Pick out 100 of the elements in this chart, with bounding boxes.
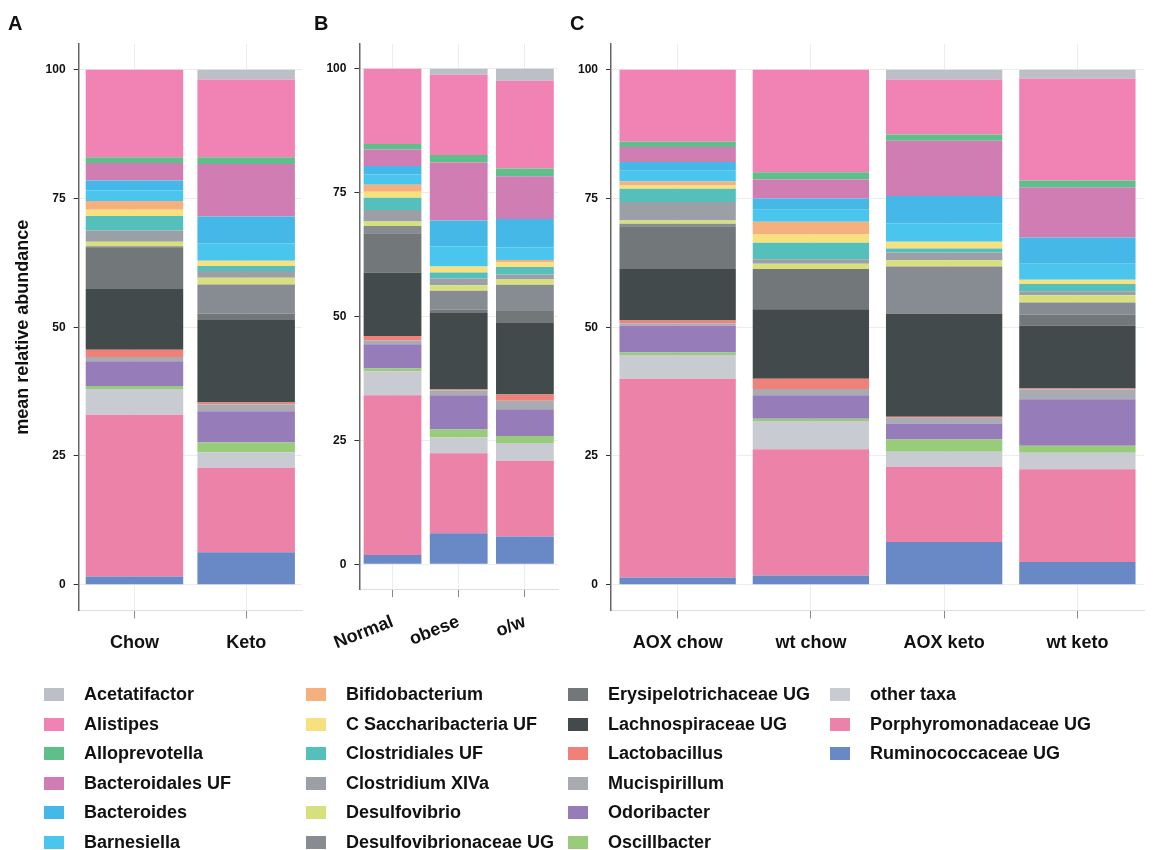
bar	[885, 252, 1003, 261]
bar	[363, 395, 422, 555]
bar	[496, 262, 554, 268]
bar	[752, 234, 870, 243]
bar	[752, 395, 870, 419]
legend-label: Alloprevotella	[84, 743, 204, 765]
bar	[197, 442, 295, 453]
bar	[619, 69, 736, 142]
bar	[885, 439, 1003, 452]
y-tick-label: 0	[58, 576, 66, 591]
bar	[619, 325, 736, 353]
bar	[1019, 445, 1136, 453]
bar	[429, 437, 488, 454]
bar	[85, 190, 184, 202]
bar	[885, 79, 1003, 135]
bar	[363, 371, 422, 396]
bar	[197, 243, 295, 261]
bar	[496, 400, 554, 410]
bar	[85, 289, 184, 350]
bar	[752, 69, 870, 173]
bar	[363, 225, 422, 234]
chart-title: C	[570, 11, 585, 34]
bar	[363, 197, 422, 211]
y-tick-label: 100	[577, 62, 599, 77]
bar	[496, 80, 554, 169]
bar	[752, 388, 870, 396]
bar	[1019, 283, 1136, 292]
y-axis-title: mean relative abundance	[11, 219, 32, 435]
bar	[85, 385, 184, 389]
bar	[429, 313, 488, 390]
bar	[197, 163, 295, 217]
bar	[1019, 237, 1136, 264]
bar	[496, 409, 554, 437]
bar	[363, 149, 422, 166]
bar	[85, 157, 184, 163]
bar	[496, 218, 554, 248]
bar	[363, 344, 422, 369]
bar	[619, 188, 736, 203]
bar	[197, 404, 295, 412]
chart-title: B	[314, 11, 329, 34]
bar	[496, 460, 554, 537]
bar	[885, 248, 1003, 253]
legend-label: Lactobacillus	[608, 743, 724, 765]
bar	[429, 68, 488, 75]
bar	[85, 215, 184, 231]
bar	[752, 198, 870, 210]
bar	[1019, 562, 1136, 585]
bar	[429, 533, 488, 564]
x-tick-label: Keto	[226, 632, 267, 653]
bar	[496, 323, 554, 395]
legend-label: Lachnospiraceae UG	[608, 713, 788, 735]
bar	[619, 269, 736, 321]
bar	[1019, 279, 1136, 284]
bar	[363, 368, 422, 372]
bar	[197, 277, 295, 285]
bar	[752, 378, 870, 389]
legend-label: Alistipes	[84, 713, 160, 735]
bar	[363, 165, 422, 175]
y-tick-label: 75	[333, 184, 347, 199]
bar	[619, 378, 736, 578]
bar	[1019, 78, 1136, 181]
y-tick-label: 100	[45, 62, 66, 77]
bar	[1019, 263, 1136, 280]
bar	[197, 260, 295, 266]
bar	[496, 311, 554, 324]
bar	[197, 411, 295, 443]
bar	[752, 179, 870, 199]
bar	[1019, 399, 1136, 446]
bar	[619, 185, 736, 189]
bar	[885, 260, 1003, 267]
x-tick-label: AOX keto	[903, 632, 985, 653]
bar	[363, 340, 422, 345]
bar	[752, 221, 870, 235]
bar	[85, 388, 184, 415]
y-tick-label: 100	[326, 61, 347, 76]
bar	[429, 246, 488, 267]
bar	[752, 172, 870, 180]
y-tick-label: 0	[339, 556, 347, 571]
bar	[752, 309, 870, 379]
bar	[197, 69, 295, 80]
legend-label: Barnesiella	[84, 831, 181, 850]
bar	[619, 577, 736, 585]
bar	[197, 284, 295, 314]
bar	[363, 191, 422, 198]
legend-label: Desulfovibrio	[346, 802, 462, 824]
bar	[85, 576, 184, 585]
bar	[197, 552, 295, 585]
bar	[496, 168, 554, 177]
legend-label: Odoribacter	[608, 802, 711, 824]
bar	[496, 260, 554, 263]
bar	[197, 157, 295, 164]
bar	[752, 575, 870, 585]
bar	[85, 414, 184, 577]
bar	[85, 180, 184, 191]
legend-label: Acetatifactor	[84, 684, 195, 706]
bar	[885, 266, 1003, 314]
bar	[619, 161, 736, 171]
bar	[619, 170, 736, 182]
bar	[197, 313, 295, 320]
bar	[1019, 295, 1136, 303]
